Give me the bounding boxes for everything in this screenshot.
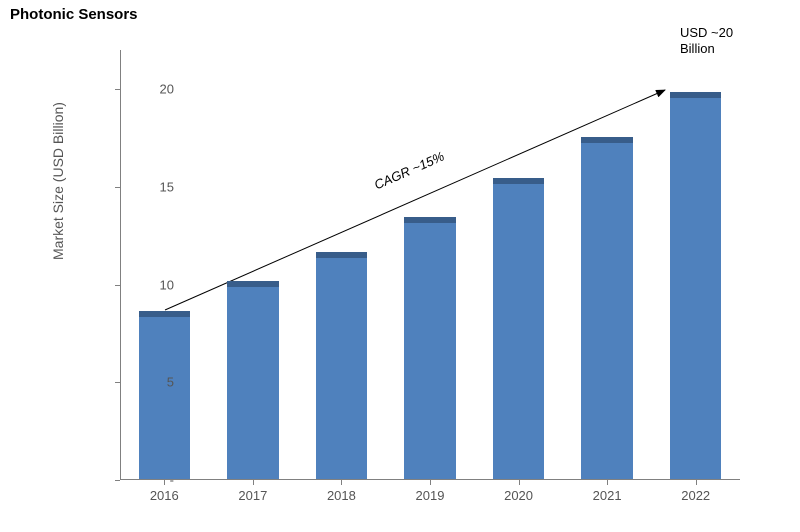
y-tick [115, 89, 120, 90]
annotation-line1: USD ~20 [680, 25, 733, 40]
bar-cap [227, 281, 278, 287]
value-annotation: USD ~20 Billion [680, 25, 733, 56]
bar [316, 258, 367, 479]
chart-title: Photonic Sensors [10, 6, 138, 23]
bar-body [404, 223, 455, 479]
y-tick-label: 20 [134, 82, 174, 97]
x-tick-label: 2022 [666, 488, 726, 503]
x-tick [696, 480, 697, 485]
bar-body [227, 287, 278, 479]
x-tick-label: 2021 [577, 488, 637, 503]
bar-cap [139, 311, 190, 317]
bar-cap [316, 252, 367, 258]
bar-cap [493, 178, 544, 184]
x-tick-label: 2018 [311, 488, 371, 503]
x-tick [253, 480, 254, 485]
bar-cap [404, 217, 455, 223]
plot-area: CAGR ~15% USD ~20 Billion 20162017201820… [120, 50, 740, 480]
bar-body [316, 258, 367, 479]
y-tick [115, 480, 120, 481]
y-tick [115, 382, 120, 383]
y-axis-line [120, 50, 121, 480]
y-tick-label: 15 [134, 179, 174, 194]
y-axis-title: Market Size (USD Billion) [50, 102, 66, 260]
bar [493, 184, 544, 479]
x-tick-label: 2016 [134, 488, 194, 503]
y-tick [115, 187, 120, 188]
bar-cap [670, 92, 721, 98]
bar [227, 287, 278, 479]
bar [581, 143, 632, 479]
bar [404, 223, 455, 479]
y-tick-label: 5 [134, 375, 174, 390]
y-tick-label: 10 [134, 277, 174, 292]
x-tick-label: 2019 [400, 488, 460, 503]
x-tick-label: 2020 [489, 488, 549, 503]
bar-body [670, 98, 721, 479]
bar-body [139, 317, 190, 479]
y-tick [115, 285, 120, 286]
bar-cap [581, 137, 632, 143]
cagr-label: CAGR ~15% [372, 149, 447, 193]
bar-body [581, 143, 632, 479]
annotation-line2: Billion [680, 41, 715, 56]
x-tick [607, 480, 608, 485]
x-tick [519, 480, 520, 485]
bar-body [493, 184, 544, 479]
y-tick-label: - [134, 473, 174, 488]
x-tick-label: 2017 [223, 488, 283, 503]
bar [139, 317, 190, 479]
x-tick [341, 480, 342, 485]
bar [670, 98, 721, 479]
x-tick [430, 480, 431, 485]
